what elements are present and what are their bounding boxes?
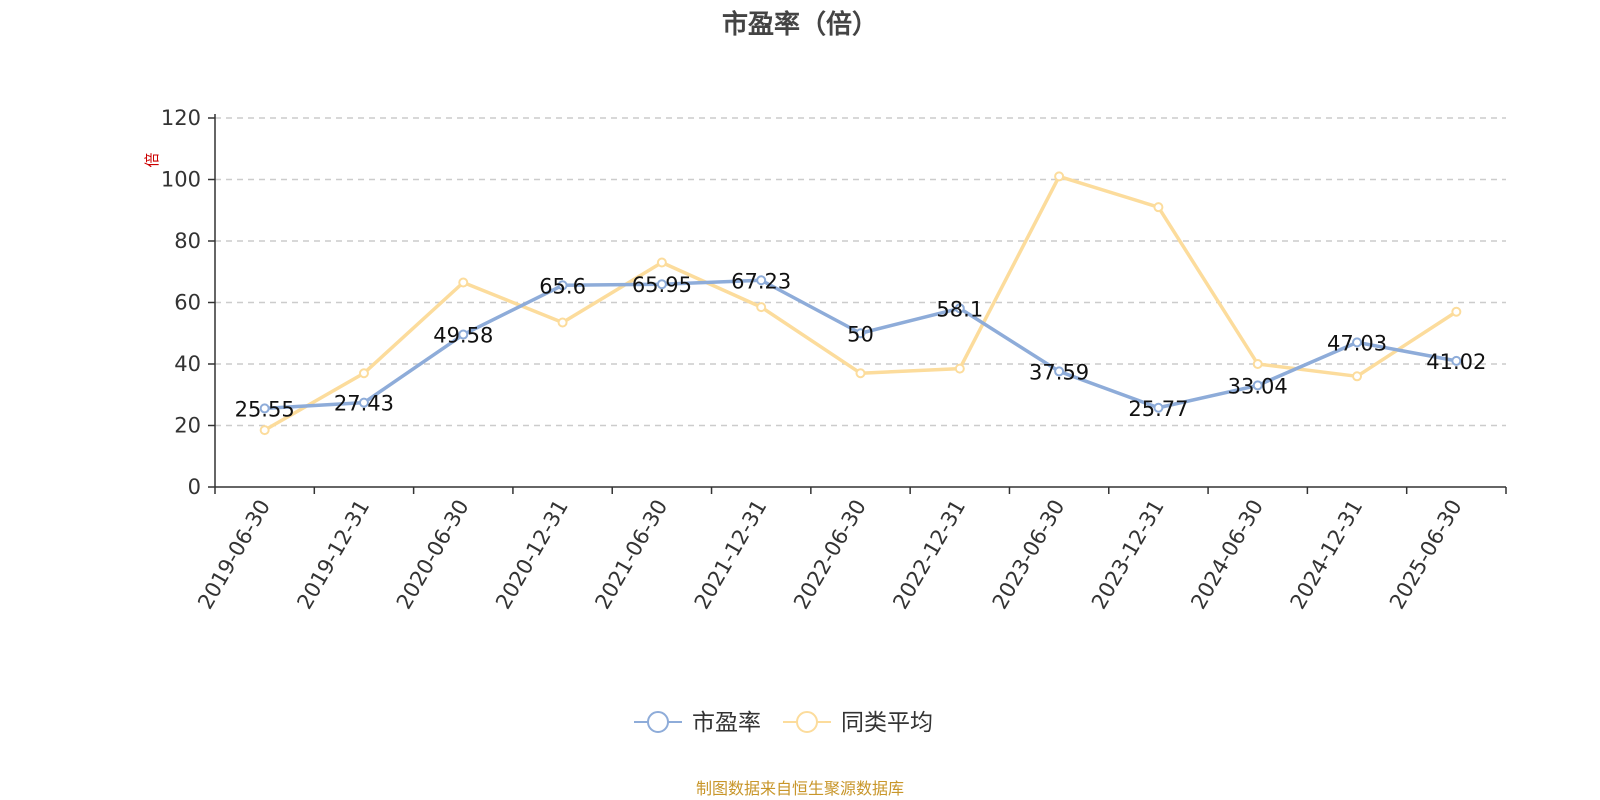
data-point-avg bbox=[458, 277, 469, 288]
legend-marker-icon bbox=[647, 711, 669, 733]
x-tick-label: 2019-06-30 bbox=[193, 496, 275, 614]
data-point-pe bbox=[1252, 380, 1263, 391]
y-tick-label: 40 bbox=[174, 352, 201, 376]
x-tick-label: 2020-06-30 bbox=[392, 496, 474, 614]
data-point-avg bbox=[656, 257, 667, 268]
data-point-avg bbox=[954, 363, 965, 374]
data-point-pe bbox=[259, 403, 270, 414]
data-point-pe bbox=[358, 397, 369, 408]
legend-label: 市盈率 bbox=[692, 710, 761, 736]
data-point-avg bbox=[358, 368, 369, 379]
footer-source: 制图数据来自恒生聚源数据库 bbox=[695, 779, 904, 798]
data-point-pe bbox=[1153, 402, 1164, 413]
data-point-pe bbox=[1054, 366, 1065, 377]
legend-item-avg[interactable]: 同类平均 bbox=[783, 710, 933, 736]
x-tick-label: 2019-12-31 bbox=[292, 496, 374, 614]
data-point-pe bbox=[557, 280, 568, 291]
data-point-avg bbox=[1153, 202, 1164, 213]
grid-layer bbox=[215, 117, 1506, 427]
legend[interactable]: 市盈率 同类平均 bbox=[634, 710, 933, 736]
series-layer bbox=[259, 171, 1462, 436]
data-label: 33.04 bbox=[1228, 374, 1288, 398]
legend-label: 同类平均 bbox=[841, 710, 933, 736]
data-point-avg bbox=[855, 368, 866, 379]
data-point-avg bbox=[1252, 359, 1263, 369]
data-label: 41.02 bbox=[1426, 350, 1486, 374]
data-label: 25.55 bbox=[235, 397, 295, 421]
data-point-avg bbox=[1054, 171, 1065, 182]
data-point-pe bbox=[756, 275, 767, 286]
label-layer: 25.55 27.43 49.58 65.6 65.95 67.23 50 58.1 37.59… bbox=[235, 269, 1487, 421]
y-tick-label: 120 bbox=[161, 106, 201, 130]
data-label: 27.43 bbox=[334, 392, 394, 416]
y-tick-label: 20 bbox=[174, 414, 201, 438]
data-point-avg bbox=[557, 317, 568, 328]
legend-marker-icon bbox=[796, 711, 818, 733]
data-label: 50 bbox=[847, 322, 874, 346]
x-tick-label: 2025-06-30 bbox=[1385, 496, 1467, 614]
data-label: 49.58 bbox=[433, 324, 493, 348]
data-point-pe bbox=[1451, 355, 1462, 366]
data-point-avg bbox=[756, 302, 767, 313]
data-point-avg bbox=[259, 425, 270, 436]
x-tick-label: 2024-12-31 bbox=[1286, 496, 1368, 614]
data-point-pe bbox=[458, 329, 469, 340]
x-tick-label: 2023-12-31 bbox=[1087, 496, 1169, 614]
data-label: 47.03 bbox=[1327, 331, 1387, 355]
data-point-avg bbox=[1451, 306, 1462, 317]
x-tick-label: 2022-06-30 bbox=[789, 496, 871, 614]
data-label: 58.1 bbox=[936, 297, 983, 321]
y-tick-label: 100 bbox=[161, 168, 201, 192]
data-label: 25.77 bbox=[1128, 397, 1188, 421]
data-label: 67.23 bbox=[731, 269, 791, 293]
x-tick-label: 2021-06-30 bbox=[590, 496, 672, 614]
data-point-pe bbox=[855, 328, 866, 339]
y-tick-label: 80 bbox=[174, 229, 201, 253]
chart-title: 市盈率（倍） bbox=[721, 10, 878, 40]
x-tick-label: 2022-12-31 bbox=[888, 495, 970, 613]
data-label: 65.95 bbox=[632, 273, 692, 297]
x-tick-label: 2020-12-31 bbox=[491, 496, 573, 614]
data-point-pe bbox=[656, 279, 667, 290]
legend-item-pe[interactable]: 市盈率 bbox=[634, 710, 761, 736]
data-point-pe bbox=[1352, 337, 1363, 348]
data-point-avg bbox=[1352, 371, 1363, 382]
data-point-pe bbox=[954, 303, 965, 314]
y-tick-label: 60 bbox=[174, 291, 201, 315]
y-axis-unit-label: 倍 bbox=[143, 152, 161, 167]
data-label: 65.6 bbox=[539, 274, 586, 298]
x-tick-label: 2023-06-30 bbox=[988, 496, 1070, 614]
x-tick-label: 2024-06-30 bbox=[1186, 496, 1268, 614]
x-tick-label: 2021-12-31 bbox=[690, 496, 772, 614]
y-tick-label: 0 bbox=[188, 475, 201, 499]
data-label: 37.59 bbox=[1029, 360, 1089, 384]
